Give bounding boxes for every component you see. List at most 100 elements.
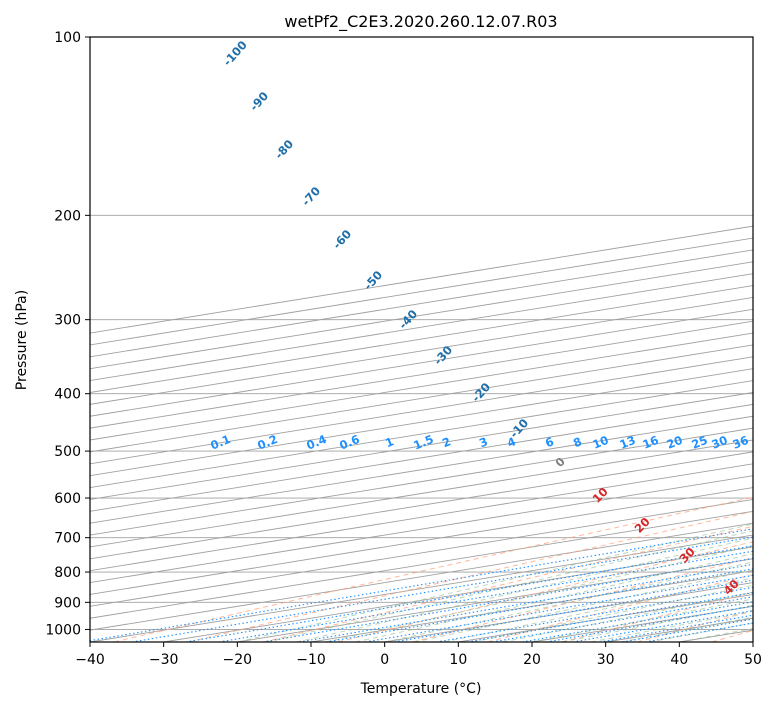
isotherm-line xyxy=(90,273,753,382)
mixing-ratio-line xyxy=(365,574,753,642)
isotherm-line xyxy=(90,463,753,572)
dry-adiabat-line xyxy=(487,574,753,642)
moist-adiabat-line xyxy=(413,569,753,642)
x-tick-label: −10 xyxy=(296,652,326,668)
moist-adiabat-label: 10 xyxy=(590,485,611,506)
mixing-ratio-label: 0.1 xyxy=(208,432,232,453)
mixing-ratio-line xyxy=(299,563,753,642)
moist-adiabat-label: 0 xyxy=(552,454,568,470)
isotherm-line xyxy=(90,296,753,405)
dry-adiabat-line xyxy=(263,525,753,642)
x-tick-label: 50 xyxy=(744,652,762,668)
mixing-ratio-label: 8 xyxy=(571,434,584,450)
mixing-ratio-label: 16 xyxy=(640,433,660,452)
mixing-ratio-label: 13 xyxy=(617,433,637,452)
y-axis-label: Pressure (hPa) xyxy=(14,290,30,390)
dry-adiabat-label: -30 xyxy=(431,343,455,368)
isotherm-line xyxy=(90,344,753,453)
isotherm-line xyxy=(90,308,753,417)
isotherm-line xyxy=(90,510,753,619)
x-tick-label: 30 xyxy=(597,652,615,668)
mixing-ratio-line xyxy=(326,568,753,642)
moist-adiabat-label: 40 xyxy=(721,577,742,598)
moist-adiabat-line xyxy=(296,537,753,642)
x-tick-label: 10 xyxy=(449,652,467,668)
isotherm-line xyxy=(752,641,753,642)
mixing-ratio-label: 2 xyxy=(440,434,453,450)
mixing-ratio-label: 25 xyxy=(689,433,709,452)
isotherm-line xyxy=(90,439,753,548)
chart-title: wetPf2_C2E3.2020.260.12.07.R03 xyxy=(284,12,557,32)
isotherm-line xyxy=(90,487,753,595)
mixing-ratio-line xyxy=(131,536,753,642)
dry-adiabat-label: -100 xyxy=(220,38,250,69)
mixing-ratio-label: 36 xyxy=(730,433,750,452)
x-tick-label: −20 xyxy=(223,652,253,668)
isotherm-line xyxy=(90,427,753,536)
isotherm-line xyxy=(90,261,753,370)
mixing-ratio-label: 10 xyxy=(590,433,610,452)
moist-adiabat-line xyxy=(237,523,753,642)
isotherm-line xyxy=(90,451,753,560)
y-tick-label: 100 xyxy=(54,30,81,46)
y-tick-label: 200 xyxy=(54,208,81,224)
dry-adiabat-line xyxy=(711,630,753,642)
dry-adiabat-label: -20 xyxy=(469,380,493,405)
isotherm-line xyxy=(90,534,753,642)
dry-adiabat-label: -90 xyxy=(247,89,271,114)
mixing-ratio-line xyxy=(262,557,753,642)
dry-adiabat-line xyxy=(636,610,753,642)
isotherm-line xyxy=(90,475,753,584)
x-axis-ticks: −40 −30 −20 −10 0 10 20 30 40 50 xyxy=(75,642,762,668)
dry-adiabat-line xyxy=(188,510,753,642)
dry-adiabat-line xyxy=(412,557,753,642)
y-tick-label: 300 xyxy=(54,313,81,329)
moist-adiabat-lines xyxy=(237,523,753,642)
y-tick-label: 800 xyxy=(54,565,81,581)
isotherm-line xyxy=(90,225,753,334)
mixing-ratio-label: 3 xyxy=(477,434,490,450)
mixing-ratio-line xyxy=(546,605,753,642)
plot-frame xyxy=(89,36,754,643)
isotherm-line xyxy=(90,285,753,393)
mixing-ratio-label: 0.2 xyxy=(255,432,279,453)
moist-adiabat-line xyxy=(266,530,753,642)
dry-adiabat-label: -80 xyxy=(272,137,296,162)
x-tick-label: −40 xyxy=(75,652,105,668)
isotherm-line xyxy=(90,368,753,477)
x-axis-label: Temperature (°C) xyxy=(360,681,482,697)
mixing-ratio-lines xyxy=(90,528,753,642)
isotherm-line xyxy=(90,498,753,607)
y-tick-label: 700 xyxy=(54,531,81,547)
x-tick-label: 0 xyxy=(380,652,389,668)
dry-adiabat-line xyxy=(113,496,753,642)
isotherm-line xyxy=(90,380,753,488)
y-tick-label: 500 xyxy=(54,444,81,460)
dry-adiabat-label: -60 xyxy=(330,227,354,252)
isotherm-line xyxy=(90,332,753,441)
y-tick-label: 1000 xyxy=(45,622,81,638)
mixing-ratio-label: 1 xyxy=(383,434,396,450)
isotherm-line xyxy=(90,249,753,358)
x-tick-label: −30 xyxy=(149,652,179,668)
moist-adiabat-line xyxy=(561,604,753,642)
isotherm-line xyxy=(310,570,753,642)
isotherm-line xyxy=(90,403,753,512)
mixing-ratio-label: 30 xyxy=(709,433,729,452)
isotherm-lines xyxy=(90,225,753,642)
dry-adiabat-lines xyxy=(113,496,753,642)
x-tick-label: 40 xyxy=(670,652,688,668)
isotherm-line xyxy=(90,415,753,524)
isotherm-line xyxy=(90,392,753,500)
moist-adiabat-label: 20 xyxy=(632,515,653,536)
isotherm-line xyxy=(90,320,753,429)
isotherm-line xyxy=(90,522,753,631)
x-tick-label: 20 xyxy=(523,652,541,668)
y-tick-label: 600 xyxy=(54,491,81,507)
y-tick-label: 900 xyxy=(54,595,81,611)
mixing-ratio-label: 20 xyxy=(664,433,684,452)
dry-adiabat-line xyxy=(338,541,753,642)
isotherm-line xyxy=(90,356,753,465)
isobar-lines xyxy=(90,37,753,630)
